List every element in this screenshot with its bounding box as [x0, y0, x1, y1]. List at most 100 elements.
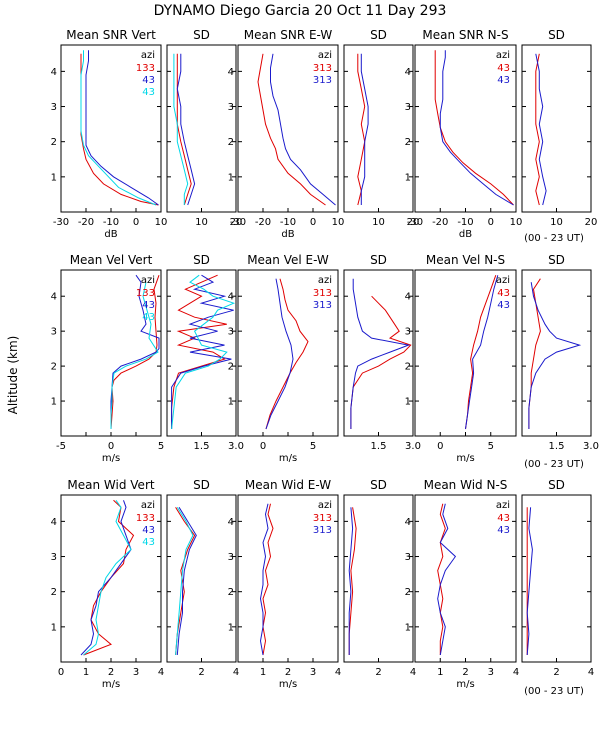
- panel-r1-c4-xtick-label: 0: [437, 441, 443, 452]
- panel-r1-c2-title: Mean Vel E-W: [247, 253, 329, 267]
- panel-r0-c1-series-blue: [176, 53, 196, 206]
- panel-r1-c3-xtick-label: 3.0: [405, 441, 421, 452]
- panel-r1-c2-xtick-label: 5: [310, 441, 316, 452]
- panel-r0-c3-series-blue: [360, 53, 369, 205]
- panel-r1-c2-legend-entry: 313: [313, 288, 332, 299]
- panel-r1-c0-xtick-label: 0: [108, 441, 114, 452]
- panel-r2-c4-xlabel: m/s: [456, 679, 474, 690]
- panel-r0-c0-xtick-label: 10: [155, 217, 168, 228]
- panel-r1-c2-ytick-label: 4: [228, 292, 234, 303]
- panel-r1-c0-ytick-label: 2: [51, 362, 57, 373]
- panel-r1-c5-frame: [521, 269, 592, 437]
- panel-r1-c0-xtick-label: -5: [56, 441, 66, 452]
- panel-r2-c3-xtick-label: 4: [410, 667, 416, 678]
- panel-r0-c2-xtick-label: -20: [255, 217, 271, 228]
- panel-r0-c2-xtick-label: 10: [332, 217, 345, 228]
- panel-r2-c2-xtick-label: 3: [310, 667, 316, 678]
- panel-r1-c2-legend-entry: 313: [313, 300, 332, 311]
- panel-r2-c4-xtick-label: 1: [437, 667, 443, 678]
- time-range-label-row1: (00 - 23 UT): [524, 233, 584, 244]
- panel-r1-c2-ytick-label: 2: [228, 362, 234, 373]
- panel-r0-c4-xtick-label: -30: [407, 217, 423, 228]
- panel-r0-c1: SD 10 20: [166, 28, 242, 228]
- panel-r0-c0-xtick-label: -30: [53, 217, 69, 228]
- panel-r2-c1-series-cyan: [175, 507, 194, 656]
- panel-r2-c0-legend-entry: 43: [142, 525, 155, 536]
- panel-r2-c4-legend-header: azi: [496, 500, 510, 511]
- panel-r1-c0-series-red: [110, 275, 160, 430]
- panel-r2-c3-series-blue: [348, 507, 354, 655]
- panel-r0-c2-legend-entry: 313: [313, 75, 332, 86]
- panel-r0-c2-xtick-label: -30: [230, 217, 246, 228]
- panel-r0-c0-legend-entry: 43: [142, 75, 155, 86]
- panel-r1-c4-xtick-label: 5: [488, 441, 494, 452]
- panel-r2-c0-series-blue: [80, 500, 132, 656]
- panel-r1-c0-series-cyan: [110, 282, 159, 429]
- panel-r2-c2-legend-header: azi: [318, 500, 332, 511]
- panel-r2-c0-xtick-label: 2: [108, 667, 114, 678]
- panel-r0-c3: SD 10 20: [343, 28, 419, 228]
- panel-r2-c4-legend-entry: 43: [497, 513, 510, 524]
- time-range-label-row2: (00 - 23 UT): [524, 459, 584, 470]
- panel-r1-c3-series-blue: [350, 278, 411, 429]
- panel-r1-c0-title: Mean Vel Vert: [70, 253, 153, 267]
- panel-r2-c0-xlabel: m/s: [102, 679, 120, 690]
- panel-r1-c1-series-red: [171, 274, 227, 429]
- panel-r1-c4-xlabel: m/s: [456, 453, 474, 464]
- panel-r1-c0-ytick-label: 1: [51, 397, 57, 408]
- panel-r0-c3-frame: [343, 44, 414, 213]
- panel-r0-c5-title: SD: [548, 28, 565, 42]
- panel-r2-c5-xtick-label: 2: [553, 667, 559, 678]
- panel-r1-c5: SD 1.5 3.0: [521, 253, 599, 452]
- panel-r1-c3-title: SD: [370, 253, 387, 267]
- panel-r2-c0-ytick-label: 3: [51, 552, 57, 563]
- panel-r0-c3-xtick-label: 10: [372, 217, 385, 228]
- panel-r2-c2-series-blue: [259, 503, 269, 656]
- panel-r0-c4-legend-entry: 43: [497, 63, 510, 74]
- panel-r2-c0-legend-entry: 133: [136, 513, 155, 524]
- panel-r0-c0-ytick-label: 3: [51, 102, 57, 113]
- panel-r1-c5-xtick-label: 3.0: [583, 441, 599, 452]
- panel-r2-c1-title: SD: [193, 478, 210, 492]
- panel-r0-c2-legend-entry: 313: [313, 63, 332, 74]
- panel-r0-c1-series-cyan: [173, 53, 189, 205]
- panel-r2-c2-xtick-label: 1: [260, 667, 266, 678]
- panel-r1-c2-legend-header: azi: [318, 275, 332, 286]
- panel-r0-c0-xtick-label: -20: [78, 217, 94, 228]
- panel-r0-c2-legend-header: azi: [318, 50, 332, 61]
- panel-r0-c4-xtick-label: 10: [510, 217, 523, 228]
- panel-r2-c3-xtick-label: 2: [375, 667, 381, 678]
- panel-r0-c4-legend-header: azi: [496, 50, 510, 61]
- panel-r0-c5-series-red: [535, 53, 540, 206]
- panel-r0-c0-xtick-label: 0: [133, 217, 139, 228]
- panel-r2-c4-series-red: [437, 503, 446, 655]
- panel-r1-c4-ytick-label: 2: [405, 362, 411, 373]
- panel-r1-c1-xtick-label: 3.0: [228, 441, 244, 452]
- panel-r2-c0-legend-entry: 43: [142, 537, 155, 548]
- panel-r0-c5-xtick-label: 10: [550, 217, 563, 228]
- panel-r0-c1-xtick-label: 10: [195, 217, 208, 228]
- panel-r1-c0-legend-entry: 133: [136, 288, 155, 299]
- panel-r0-c4-ytick-label: 2: [405, 137, 411, 148]
- panel-r1-c5-series-blue: [528, 282, 582, 429]
- panel-r1-c0-legend-entry: 43: [142, 300, 155, 311]
- panel-r0-c5: SD 10 20: [521, 28, 597, 228]
- panel-r1-c4-ytick-label: 3: [405, 327, 411, 338]
- panel-r2-c5-series-blue: [526, 507, 533, 656]
- panel-r2-c2-xtick-label: 4: [335, 667, 341, 678]
- panel-r0-c2-ytick-label: 4: [228, 67, 234, 78]
- panel-r0-c5-frame: [521, 44, 592, 213]
- panel-r0-c0-legend-entry: 133: [136, 63, 155, 74]
- panel-r0-c1-title: SD: [193, 28, 210, 42]
- panel-r0-c3-title: SD: [370, 28, 387, 42]
- panel-r1-c4-ytick-label: 4: [405, 292, 411, 303]
- panel-r0-c3-series-red: [357, 53, 366, 206]
- panel-r1-c0-ytick-label: 3: [51, 327, 57, 338]
- panel-r1-c5-title: SD: [548, 253, 565, 267]
- panel-r0-c2-xtick-label: -10: [280, 217, 296, 228]
- panel-r1-c4-legend-header: azi: [496, 275, 510, 286]
- panel-r0-c0-title: Mean SNR Vert: [66, 28, 156, 42]
- panel-r2-c1-xtick-label: 4: [233, 667, 239, 678]
